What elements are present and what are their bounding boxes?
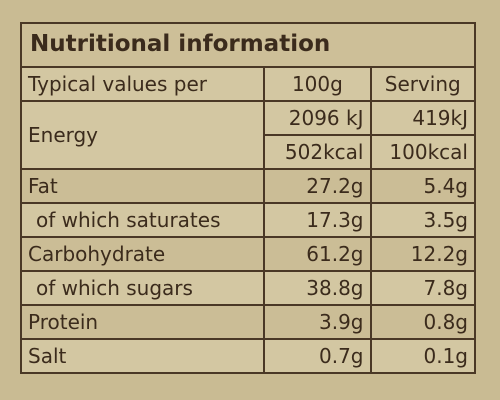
- value-per-100g: 38.8g: [263, 270, 372, 306]
- value-per-serving: 5.4g: [369, 168, 474, 204]
- table-body: Typical values per 100g Serving Energy 20…: [22, 68, 474, 372]
- value-per-serving: 0.8g: [369, 304, 474, 340]
- nutrient-label: Energy: [22, 100, 266, 170]
- nutrient-row: Protein 3.9g 0.8g: [22, 304, 474, 340]
- nutrient-label: Fat: [22, 168, 266, 204]
- nutrition-panel: Nutritional information Typical values p…: [20, 22, 476, 374]
- nutrient-row: of which sugars 38.8g 7.8g: [22, 270, 474, 306]
- header-cell: Serving: [369, 68, 474, 102]
- nutrient-label: Salt: [22, 338, 266, 372]
- header-cell: 100g: [263, 68, 372, 102]
- nutrient-label: of which sugars: [22, 270, 266, 306]
- nutrient-label: Protein: [22, 304, 266, 340]
- value-per-100g: 2096 kJ: [263, 100, 372, 136]
- header-cell: Typical values per: [22, 68, 266, 102]
- value-per-100g: 0.7g: [263, 338, 372, 372]
- value-per-serving: 0.1g: [369, 338, 474, 372]
- nutrient-row: Energy 2096 kJ 419kJ: [22, 100, 474, 170]
- value-per-100g: 61.2g: [263, 236, 372, 272]
- nutrient-row: Fat 27.2g 5.4g: [22, 168, 474, 204]
- nutrition-table: Typical values per 100g Serving Energy 20…: [22, 68, 474, 372]
- value-per-100g: 17.3g: [263, 202, 372, 238]
- nutrient-label: of which saturates: [22, 202, 266, 238]
- value-per-serving: 100kcal: [369, 134, 474, 170]
- value-per-serving: 7.8g: [369, 270, 474, 306]
- nutrient-row: of which saturates 17.3g 3.5g: [22, 202, 474, 238]
- value-per-100g: 3.9g: [263, 304, 372, 340]
- value-per-serving: 419kJ: [369, 100, 474, 136]
- title: Nutritional information: [22, 24, 474, 68]
- nutrient-row: Carbohydrate 61.2g 12.2g: [22, 236, 474, 272]
- value-per-serving: 12.2g: [369, 236, 474, 272]
- value-per-serving: 3.5g: [369, 202, 474, 238]
- nutrient-row: 502kcal 100kcal: [22, 134, 474, 170]
- nutrient-label: Carbohydrate: [22, 236, 266, 272]
- value-per-100g: 27.2g: [263, 168, 372, 204]
- nutrient-row: Salt 0.7g 0.1g: [22, 338, 474, 372]
- header-row: Typical values per 100g Serving: [22, 68, 474, 102]
- value-per-100g: 502kcal: [264, 134, 372, 170]
